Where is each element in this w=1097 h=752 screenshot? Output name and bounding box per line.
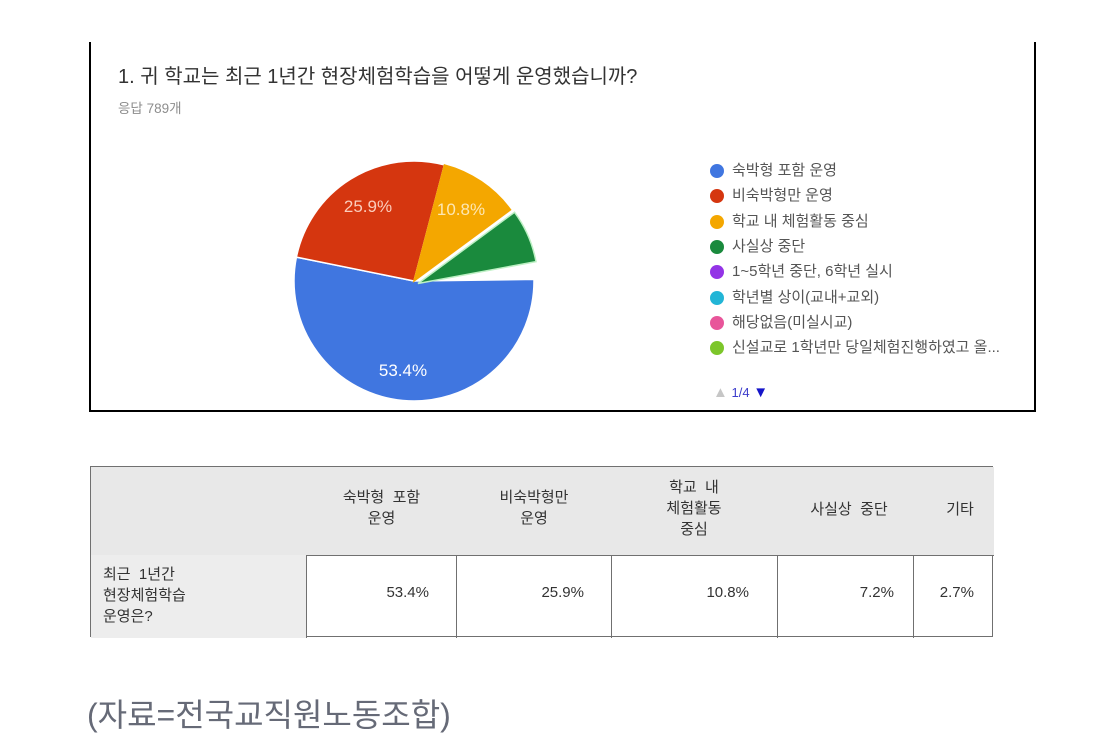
svg-text:53.4%: 53.4% [379,361,427,380]
svg-text:10.8%: 10.8% [437,200,485,219]
svg-text:25.9%: 25.9% [344,197,392,216]
